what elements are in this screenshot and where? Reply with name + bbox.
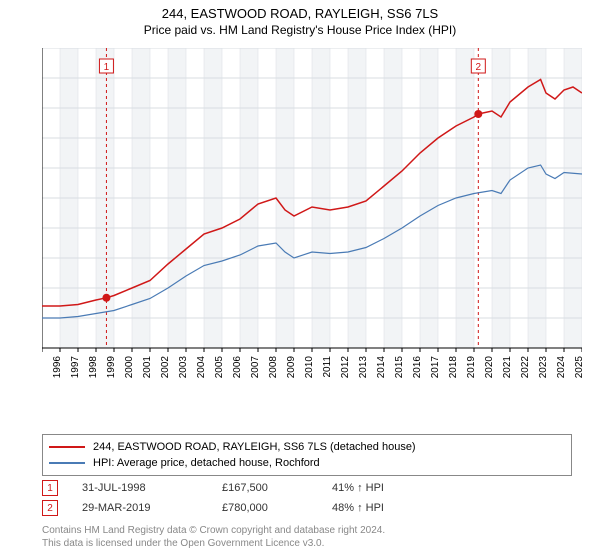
svg-text:2005: 2005 [214,356,225,379]
svg-text:2000: 2000 [124,356,135,379]
svg-text:2: 2 [476,62,482,73]
sales-price-1: £167,500 [222,482,332,494]
legend-label-price: 244, EASTWOOD ROAD, RAYLEIGH, SS6 7LS (d… [93,441,416,453]
legend-row-hpi: HPI: Average price, detached house, Roch… [49,455,565,471]
svg-text:2011: 2011 [322,356,333,378]
title-block: 244, EASTWOOD ROAD, RAYLEIGH, SS6 7LS Pr… [0,0,600,37]
svg-text:1996: 1996 [52,356,63,379]
svg-text:2019: 2019 [466,356,477,379]
svg-text:2010: 2010 [304,356,315,379]
svg-text:2003: 2003 [178,356,189,379]
svg-text:2017: 2017 [430,356,441,379]
svg-text:2018: 2018 [448,356,459,379]
sales-price-2: £780,000 [222,502,332,514]
svg-text:1995: 1995 [42,356,45,379]
svg-text:2001: 2001 [142,356,153,379]
svg-text:1998: 1998 [88,356,99,379]
svg-text:2009: 2009 [286,356,297,379]
sales-marker-2: 2 [42,500,58,516]
svg-text:1999: 1999 [106,356,117,379]
footer-line2: This data is licensed under the Open Gov… [42,537,385,550]
sales-row-2: 2 29-MAR-2019 £780,000 48% ↑ HPI [42,498,452,518]
svg-text:2007: 2007 [250,356,261,379]
svg-text:2020: 2020 [484,356,495,379]
svg-text:2004: 2004 [196,356,207,379]
svg-text:1: 1 [104,62,110,73]
footer-line1: Contains HM Land Registry data © Crown c… [42,524,385,537]
sales-pct-1: 41% ↑ HPI [332,482,452,494]
sales-marker-1: 1 [42,480,58,496]
svg-text:2006: 2006 [232,356,243,379]
chart-container: 244, EASTWOOD ROAD, RAYLEIGH, SS6 7LS Pr… [0,0,600,560]
svg-text:2021: 2021 [502,356,513,379]
sales-pct-2: 48% ↑ HPI [332,502,452,514]
legend-label-hpi: HPI: Average price, detached house, Roch… [93,457,320,469]
sales-date-1: 31-JUL-1998 [82,482,222,494]
title-address: 244, EASTWOOD ROAD, RAYLEIGH, SS6 7LS [0,6,600,21]
sales-date-2: 29-MAR-2019 [82,502,222,514]
svg-text:2022: 2022 [520,356,531,379]
svg-text:2014: 2014 [376,356,387,379]
sales-table: 1 31-JUL-1998 £167,500 41% ↑ HPI 2 29-MA… [42,478,452,518]
chart-svg: £0£100K£200K£300K£400K£500K£600K£700K£80… [42,48,582,438]
svg-text:2002: 2002 [160,356,171,379]
legend-box: 244, EASTWOOD ROAD, RAYLEIGH, SS6 7LS (d… [42,434,572,476]
legend-swatch-hpi [49,462,85,464]
svg-text:2024: 2024 [556,356,567,379]
legend-swatch-price [49,446,85,448]
svg-text:2013: 2013 [358,356,369,379]
svg-text:2025: 2025 [574,356,582,379]
chart-area: £0£100K£200K£300K£400K£500K£600K£700K£80… [42,48,582,388]
legend-row-price: 244, EASTWOOD ROAD, RAYLEIGH, SS6 7LS (d… [49,439,565,455]
svg-text:2015: 2015 [394,356,405,379]
svg-text:2008: 2008 [268,356,279,379]
svg-text:1997: 1997 [70,356,81,379]
title-subtitle: Price paid vs. HM Land Registry's House … [0,23,600,37]
svg-text:2012: 2012 [340,356,351,379]
svg-text:2023: 2023 [538,356,549,379]
footer: Contains HM Land Registry data © Crown c… [42,524,385,550]
svg-text:2016: 2016 [412,356,423,379]
sales-row-1: 1 31-JUL-1998 £167,500 41% ↑ HPI [42,478,452,498]
